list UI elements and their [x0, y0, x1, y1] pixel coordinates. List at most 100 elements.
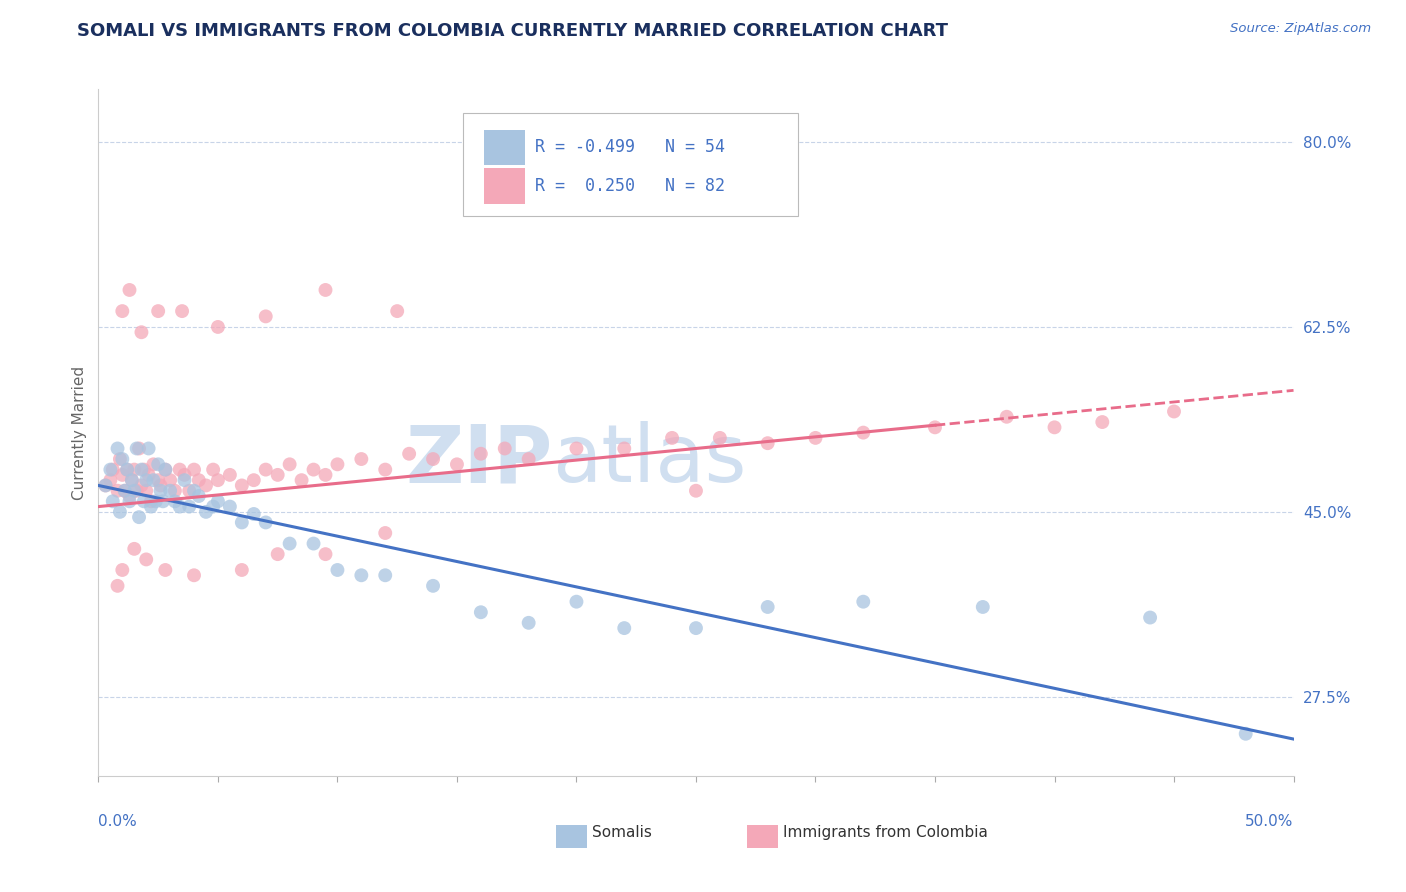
- Point: [163, 494, 186, 508]
- Point: [1091, 415, 1114, 429]
- Point: [517, 615, 540, 630]
- Point: [756, 599, 779, 614]
- Point: [124, 541, 146, 556]
- Point: [183, 568, 205, 582]
- Point: [924, 420, 946, 434]
- Point: [142, 473, 165, 487]
- Point: [132, 494, 155, 508]
- FancyBboxPatch shape: [485, 129, 524, 165]
- Point: [111, 563, 134, 577]
- Point: [195, 505, 218, 519]
- Point: [111, 452, 134, 467]
- Point: [613, 442, 636, 456]
- Point: [163, 483, 186, 498]
- Point: [94, 478, 117, 492]
- Point: [179, 500, 201, 514]
- Point: [121, 473, 143, 487]
- Point: [132, 462, 155, 476]
- Point: [278, 536, 301, 550]
- Point: [125, 483, 148, 498]
- Point: [108, 505, 131, 519]
- Point: [138, 467, 160, 482]
- Point: [326, 458, 349, 472]
- Point: [187, 489, 209, 503]
- Point: [398, 447, 420, 461]
- Point: [422, 452, 444, 467]
- Point: [115, 462, 138, 476]
- Point: [131, 462, 153, 476]
- Point: [202, 462, 225, 476]
- FancyBboxPatch shape: [748, 825, 779, 848]
- Point: [852, 425, 875, 440]
- Point: [685, 621, 707, 635]
- Point: [315, 547, 337, 561]
- Point: [179, 483, 201, 498]
- Point: [128, 510, 150, 524]
- Point: [135, 483, 157, 498]
- Point: [302, 462, 325, 476]
- Text: R =  0.250   N = 82: R = 0.250 N = 82: [534, 177, 724, 195]
- Point: [267, 547, 290, 561]
- Text: R = -0.499   N = 54: R = -0.499 N = 54: [534, 138, 724, 156]
- Point: [131, 325, 153, 339]
- Point: [172, 304, 194, 318]
- Point: [613, 621, 636, 635]
- Point: [1139, 610, 1161, 624]
- Point: [135, 552, 157, 566]
- Text: Source: ZipAtlas.com: Source: ZipAtlas.com: [1230, 22, 1371, 36]
- Point: [470, 447, 492, 461]
- Point: [128, 442, 150, 456]
- Point: [149, 483, 172, 498]
- Point: [111, 304, 134, 318]
- Point: [494, 442, 516, 456]
- Point: [243, 473, 266, 487]
- Point: [183, 462, 205, 476]
- Point: [852, 595, 875, 609]
- Point: [108, 452, 131, 467]
- Point: [98, 473, 122, 487]
- Point: [101, 462, 124, 476]
- Point: [94, 478, 117, 492]
- Text: ZIP: ZIP: [405, 421, 553, 500]
- Point: [302, 536, 325, 550]
- Point: [350, 452, 373, 467]
- Point: [139, 494, 162, 508]
- Point: [169, 500, 191, 514]
- Point: [148, 458, 170, 472]
- Point: [152, 494, 174, 508]
- Point: [114, 483, 136, 498]
- Point: [159, 483, 181, 498]
- Point: [125, 442, 148, 456]
- Point: [231, 516, 253, 530]
- Point: [155, 462, 177, 476]
- Point: [565, 595, 588, 609]
- Point: [1234, 727, 1257, 741]
- Point: [756, 436, 779, 450]
- Point: [114, 483, 136, 498]
- Point: [115, 462, 138, 476]
- Text: SOMALI VS IMMIGRANTS FROM COLOMBIA CURRENTLY MARRIED CORRELATION CHART: SOMALI VS IMMIGRANTS FROM COLOMBIA CURRE…: [77, 22, 948, 40]
- Point: [995, 409, 1018, 424]
- Point: [155, 462, 177, 476]
- Point: [187, 473, 209, 487]
- Point: [207, 494, 229, 508]
- Point: [254, 462, 277, 476]
- Y-axis label: Currently Married: Currently Married: [72, 366, 87, 500]
- Point: [98, 462, 122, 476]
- Point: [121, 473, 143, 487]
- Point: [470, 605, 492, 619]
- Point: [374, 568, 396, 582]
- Point: [326, 563, 349, 577]
- Point: [315, 467, 337, 482]
- Point: [148, 473, 170, 487]
- Text: 50.0%: 50.0%: [1246, 814, 1294, 829]
- Point: [142, 458, 165, 472]
- Point: [148, 304, 170, 318]
- Point: [124, 483, 146, 498]
- Point: [291, 473, 314, 487]
- Point: [159, 473, 181, 487]
- Point: [107, 483, 129, 498]
- Point: [374, 526, 396, 541]
- Point: [422, 579, 444, 593]
- Point: [804, 431, 827, 445]
